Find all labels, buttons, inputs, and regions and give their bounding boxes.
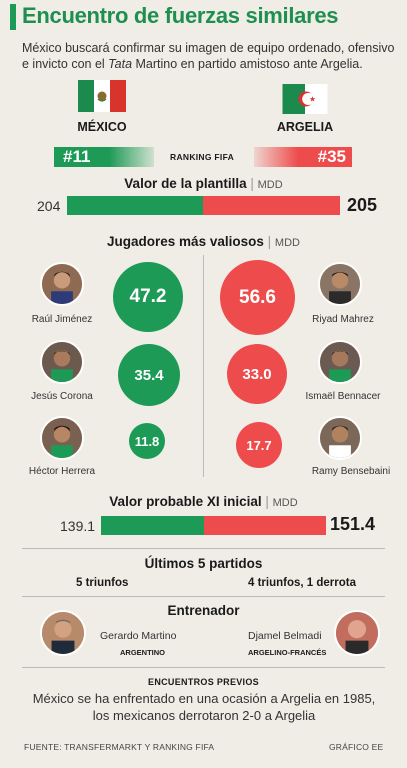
squad-value-title: Valor de la plantilla | MDD — [124, 176, 283, 191]
player-name: Ismaël Bennacer — [305, 391, 381, 402]
avatar-raul-jimenez — [40, 262, 84, 306]
xi-value-title: Valor probable XI inicial | MDD — [109, 494, 298, 509]
avatar-ramy-bensebaini — [318, 416, 362, 460]
player-name: Raúl Jiménez — [31, 314, 93, 325]
player-value-circle: 33.0 — [227, 344, 287, 404]
squad-bar-algeria — [203, 196, 340, 215]
country-algeria: ARGELIA — [276, 120, 334, 134]
previous-text: México se ha enfrentado en una ocasión a… — [32, 691, 376, 723]
footer-credit: GRÁFICO EE — [329, 742, 384, 752]
xi-unit: MDD — [272, 497, 298, 509]
page-title: Encuentro de fuerzas similares — [22, 3, 339, 28]
divider — [22, 596, 385, 597]
player-name: Héctor Herrera — [28, 466, 96, 477]
subtitle-text: México buscará confirmar su imagen de eq… — [22, 41, 395, 71]
avatar-ismael-bennacer — [318, 340, 362, 384]
player-name: Riyad Mahrez — [312, 314, 374, 325]
players-divider — [203, 255, 204, 477]
ranking-mexico-value: #11 — [63, 147, 91, 166]
xi-value-algeria: 151.4 — [330, 514, 376, 534]
player-value-circle: 35.4 — [118, 344, 180, 406]
avatar-hector-herrera — [40, 416, 84, 460]
subtitle: México buscará confirmar su imagen de eq… — [22, 40, 398, 72]
xi-bar-mexico — [101, 516, 204, 535]
last5-title: Últimos 5 partidos — [144, 556, 263, 571]
ranking-mexico: #11 — [54, 147, 154, 167]
avatar-riyad-mahrez — [318, 262, 362, 306]
footer-source: FUENTE: TRANSFERMARKT Y RANKING FIFA — [24, 742, 215, 752]
xi-bar-algeria — [204, 516, 326, 535]
xi-title-text: Valor probable XI inicial — [109, 494, 262, 509]
players-unit: MDD — [274, 237, 300, 249]
coach-nationality-algeria: ARGELINO-FRANCÉS — [248, 648, 327, 657]
players-title-text: Jugadores más valiosos — [107, 234, 264, 249]
player-name: Ramy Bensebaini — [311, 466, 391, 477]
previous-title: ENCUENTROS PREVIOS — [148, 677, 259, 687]
algeria-flag-icon — [282, 84, 328, 114]
record-mexico: 5 triunfos — [76, 577, 129, 589]
player-value-circle: 11.8 — [129, 423, 165, 459]
player-value-circle: 56.6 — [220, 260, 295, 335]
record-algeria: 4 triunfos, 1 derrota — [248, 577, 356, 589]
player-name: Jesús Corona — [31, 391, 93, 402]
ranking-label: RANKING FIFA — [170, 152, 235, 162]
title-accent-bar — [10, 4, 16, 30]
coach-name-algeria: Djamel Belmadi — [248, 630, 322, 642]
squad-value-mexico: 204 — [37, 198, 61, 214]
avatar-djamel-belmadi — [334, 610, 380, 656]
ranking-algeria: #35 — [254, 147, 352, 167]
country-mexico: MÉXICO — [77, 120, 127, 134]
coach-nationality-mexico: ARGENTINO — [120, 648, 165, 657]
player-value-circle: 47.2 — [113, 262, 183, 332]
divider — [22, 667, 385, 668]
squad-value-algeria: 205 — [347, 195, 378, 215]
squad-title-text: Valor de la plantilla — [124, 176, 247, 191]
coach-name-mexico: Gerardo Martino — [100, 630, 177, 642]
mexico-flag-icon — [78, 80, 126, 112]
avatar-gerardo-martino — [40, 610, 86, 656]
subtitle-text-end: Martino en partido amistoso ante Argelia… — [132, 57, 363, 71]
player-value-circle: 17.7 — [236, 422, 282, 468]
players-title: Jugadores más valiosos | MDD — [107, 234, 300, 249]
squad-unit: MDD — [257, 179, 283, 191]
xi-value-mexico: 139.1 — [60, 518, 96, 534]
divider — [22, 548, 385, 549]
coach-title: Entrenador — [167, 603, 240, 618]
squad-bar-mexico — [67, 196, 203, 215]
avatar-jesus-corona — [40, 340, 84, 384]
subtitle-italic: Tata — [108, 57, 133, 71]
ranking-algeria-value: #35 — [317, 147, 346, 166]
